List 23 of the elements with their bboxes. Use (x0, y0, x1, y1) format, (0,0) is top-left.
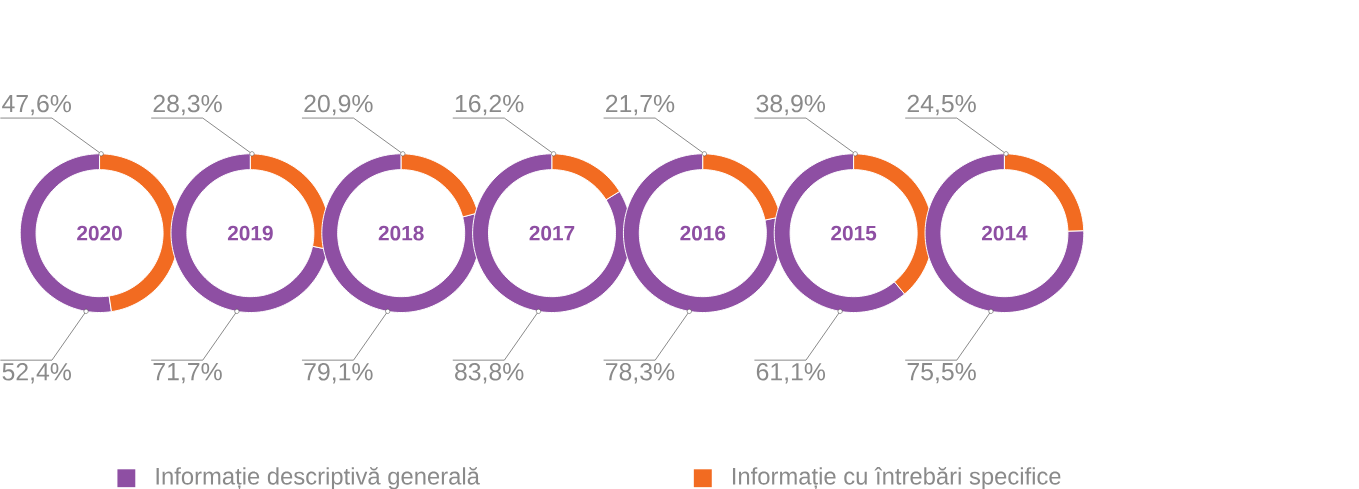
data-label: 78,3% (606, 362, 675, 384)
text: 2018 (378, 225, 424, 241)
text: 2014 (981, 225, 1028, 241)
text: 2016 (680, 225, 726, 241)
data-label: 20,9% (304, 94, 373, 116)
data-label: 71,7% (153, 362, 222, 384)
data-label: 38,9% (756, 94, 826, 116)
data-label: 61,1% (756, 362, 826, 384)
legend-label: Informație cu întrebări specifice (732, 466, 1061, 489)
text: 2017 (529, 225, 575, 241)
data-label: 75,5% (907, 362, 976, 384)
data-label: 83,8% (455, 362, 524, 384)
data-label: 21,7% (606, 94, 675, 116)
text: 2015 (831, 225, 877, 241)
text: 2019 (227, 225, 273, 241)
data-label: 24,5% (907, 94, 976, 116)
data-label: 79,1% (304, 362, 373, 384)
text: 2020 (77, 225, 122, 241)
data-label: 28,3% (153, 94, 222, 116)
data-label: 16,2% (455, 94, 524, 116)
data-label: 52,4% (2, 362, 71, 384)
data-label: 47,6% (2, 94, 71, 116)
legend-label: Informație descriptivă generală (156, 466, 480, 489)
